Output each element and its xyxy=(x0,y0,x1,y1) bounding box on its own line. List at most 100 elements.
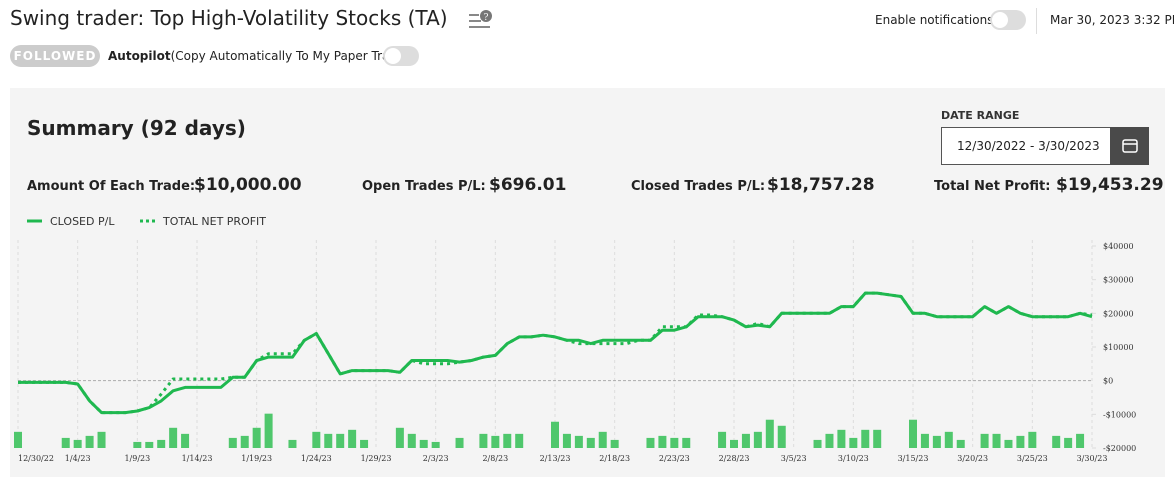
bar xyxy=(562,433,571,448)
x-tick-label: 3/10/23 xyxy=(838,454,869,463)
bar xyxy=(1052,435,1061,448)
bar xyxy=(992,433,1001,448)
bar xyxy=(956,439,965,448)
bar xyxy=(944,431,953,448)
bar xyxy=(360,439,369,448)
bar xyxy=(169,427,178,448)
divider xyxy=(1036,8,1037,34)
x-tick-label: 3/30/23 xyxy=(1077,454,1108,463)
stat-label: Open Trades P/L: xyxy=(362,179,486,194)
legend-label: CLOSED P/L xyxy=(50,215,115,228)
bar xyxy=(765,419,774,448)
bar xyxy=(932,435,941,448)
bar xyxy=(610,439,619,448)
x-tick-label: 1/24/23 xyxy=(301,454,332,463)
bar xyxy=(395,427,404,448)
summary-title: Summary (92 days) xyxy=(27,116,246,140)
x-tick-label: 2/28/23 xyxy=(719,454,750,463)
bar xyxy=(61,437,70,448)
bar xyxy=(14,431,22,448)
bar xyxy=(670,437,679,448)
notifications-label: Enable notifications xyxy=(875,13,994,27)
bar xyxy=(455,437,464,448)
bar xyxy=(777,425,786,448)
bar xyxy=(312,431,321,448)
series-line xyxy=(18,291,1093,415)
bar xyxy=(85,435,94,448)
y-tick-label: $40000 xyxy=(1103,242,1134,251)
bar xyxy=(909,419,917,448)
x-tick-label: 3/20/23 xyxy=(957,454,988,463)
bar xyxy=(252,427,261,448)
stat-value: $18,757.28 xyxy=(767,175,875,195)
bar xyxy=(145,441,154,448)
x-tick-label: 2/23/23 xyxy=(659,454,690,463)
x-tick-label: 2/13/23 xyxy=(540,454,571,463)
stat-value: $10,000.00 xyxy=(194,175,302,195)
bar xyxy=(240,435,249,448)
y-tick-label: -$10000 xyxy=(1103,410,1136,419)
bar xyxy=(598,431,607,448)
bar xyxy=(646,437,655,448)
bar xyxy=(741,433,750,448)
bar xyxy=(264,413,273,448)
svg-text:?: ? xyxy=(484,13,489,23)
y-tick-label: $10000 xyxy=(1103,343,1134,352)
x-tick-label: 2/8/23 xyxy=(482,454,508,463)
bar xyxy=(288,439,297,448)
page-title: Swing trader: Top High-Volatility Stocks… xyxy=(10,6,448,30)
date-range-input[interactable]: 12/30/2022 - 3/30/2023 xyxy=(941,127,1111,165)
x-tick-label: 1/14/23 xyxy=(182,454,213,463)
info-icon[interactable]: ? xyxy=(468,9,492,31)
bar xyxy=(479,433,488,448)
y-tick-label: -$20000 xyxy=(1103,444,1136,453)
x-tick-label: 3/15/23 xyxy=(898,454,929,463)
bar xyxy=(813,439,822,448)
bar xyxy=(181,433,190,448)
legend-label: TOTAL NET PROFIT xyxy=(162,215,266,228)
x-tick-label: 2/3/23 xyxy=(423,454,449,463)
bar xyxy=(837,429,846,448)
bar xyxy=(1076,433,1085,448)
bar xyxy=(1016,435,1025,448)
bar xyxy=(336,433,345,448)
bar xyxy=(1064,437,1073,448)
date-range-label: DATE RANGE xyxy=(941,109,1020,122)
chart: CLOSED P/L TOTAL NET PROFIT 12/30/22 1/4/23… xyxy=(14,215,1136,463)
x-tick-label: 1/4/23 xyxy=(65,454,91,463)
bar xyxy=(980,433,989,448)
autopilot-note: (Copy Automatically To My Paper Trades) xyxy=(170,49,416,63)
bar xyxy=(73,439,82,448)
stat-label: Closed Trades P/L: xyxy=(631,179,766,194)
bar xyxy=(228,437,237,448)
bar xyxy=(682,437,691,448)
notifications-toggle[interactable] xyxy=(990,10,1026,30)
y-tick-label: $0 xyxy=(1103,377,1113,386)
stat-value: $696.01 xyxy=(489,175,567,195)
bar xyxy=(133,441,142,448)
autopilot-toggle[interactable] xyxy=(383,46,419,66)
calendar-button[interactable] xyxy=(1110,127,1149,165)
bar xyxy=(431,441,440,448)
bar xyxy=(503,433,512,448)
bar xyxy=(920,433,929,448)
bar xyxy=(730,439,738,448)
bar xyxy=(157,439,166,448)
bar xyxy=(849,437,858,448)
followed-badge[interactable]: FOLLOWED xyxy=(10,45,100,67)
y-tick-label: $30000 xyxy=(1103,276,1134,285)
bar xyxy=(825,433,834,448)
x-tick-label: 1/19/23 xyxy=(241,454,272,463)
stat-label: Total Net Profit: xyxy=(934,179,1051,194)
x-tick-label: 2/18/23 xyxy=(599,454,630,463)
x-tick-label: 3/5/23 xyxy=(781,454,807,463)
stat-label: Amount Of Each Trade: xyxy=(27,179,196,194)
x-tick-label: 3/25/23 xyxy=(1017,454,1048,463)
bar xyxy=(574,435,583,448)
bar xyxy=(753,431,762,448)
timestamp: Mar 30, 2023 3:32 PM xyxy=(1050,13,1174,27)
bar xyxy=(1004,439,1013,448)
bar xyxy=(586,437,595,448)
bar xyxy=(1028,431,1037,448)
